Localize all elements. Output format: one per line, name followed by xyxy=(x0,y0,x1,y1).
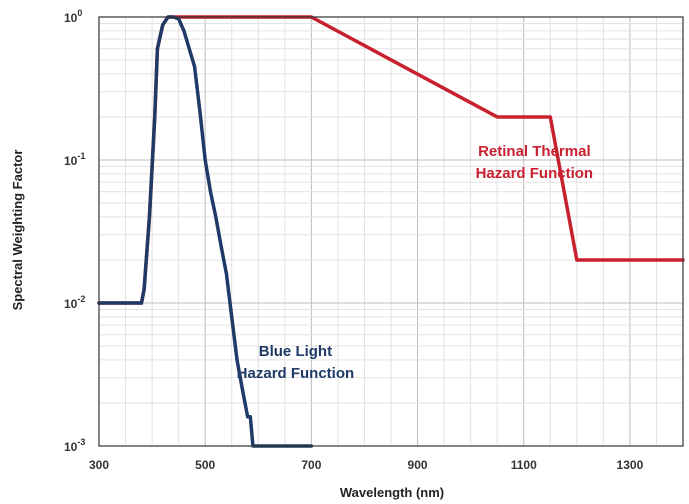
retinal-thermal-label: Retinal Thermal Hazard Function xyxy=(476,143,594,182)
grid-lines xyxy=(98,17,684,447)
y-axis-title: Spectral Weighting Factor xyxy=(10,150,25,311)
y-tick-label: 10-1 xyxy=(64,151,85,168)
blue-light-label: Blue Light Hazard Function xyxy=(237,343,355,382)
x-tick-label: 1300 xyxy=(617,458,644,472)
plot-frame xyxy=(98,16,684,447)
blue-light-hazard-line xyxy=(97,15,314,448)
x-tick-labels: 300 500 700 900 1100 1300 xyxy=(89,458,644,472)
series-lines xyxy=(97,15,685,448)
y-tick-label: 100 xyxy=(64,8,82,25)
y-tick-label: 10-3 xyxy=(64,437,85,454)
x-tick-label: 700 xyxy=(301,458,321,472)
x-tick-label: 300 xyxy=(89,458,109,472)
x-tick-label: 500 xyxy=(195,458,215,472)
annotations: Retinal Thermal Hazard Function Blue Light… xyxy=(237,143,593,382)
y-tick-label: 10-2 xyxy=(64,294,85,311)
y-tick-labels: 10-3 10-2 10-1 100 xyxy=(64,8,85,454)
x-tick-label: 900 xyxy=(408,458,428,472)
x-tick-label: 1100 xyxy=(511,458,537,472)
x-axis-title: Wavelength (nm) xyxy=(340,485,444,500)
